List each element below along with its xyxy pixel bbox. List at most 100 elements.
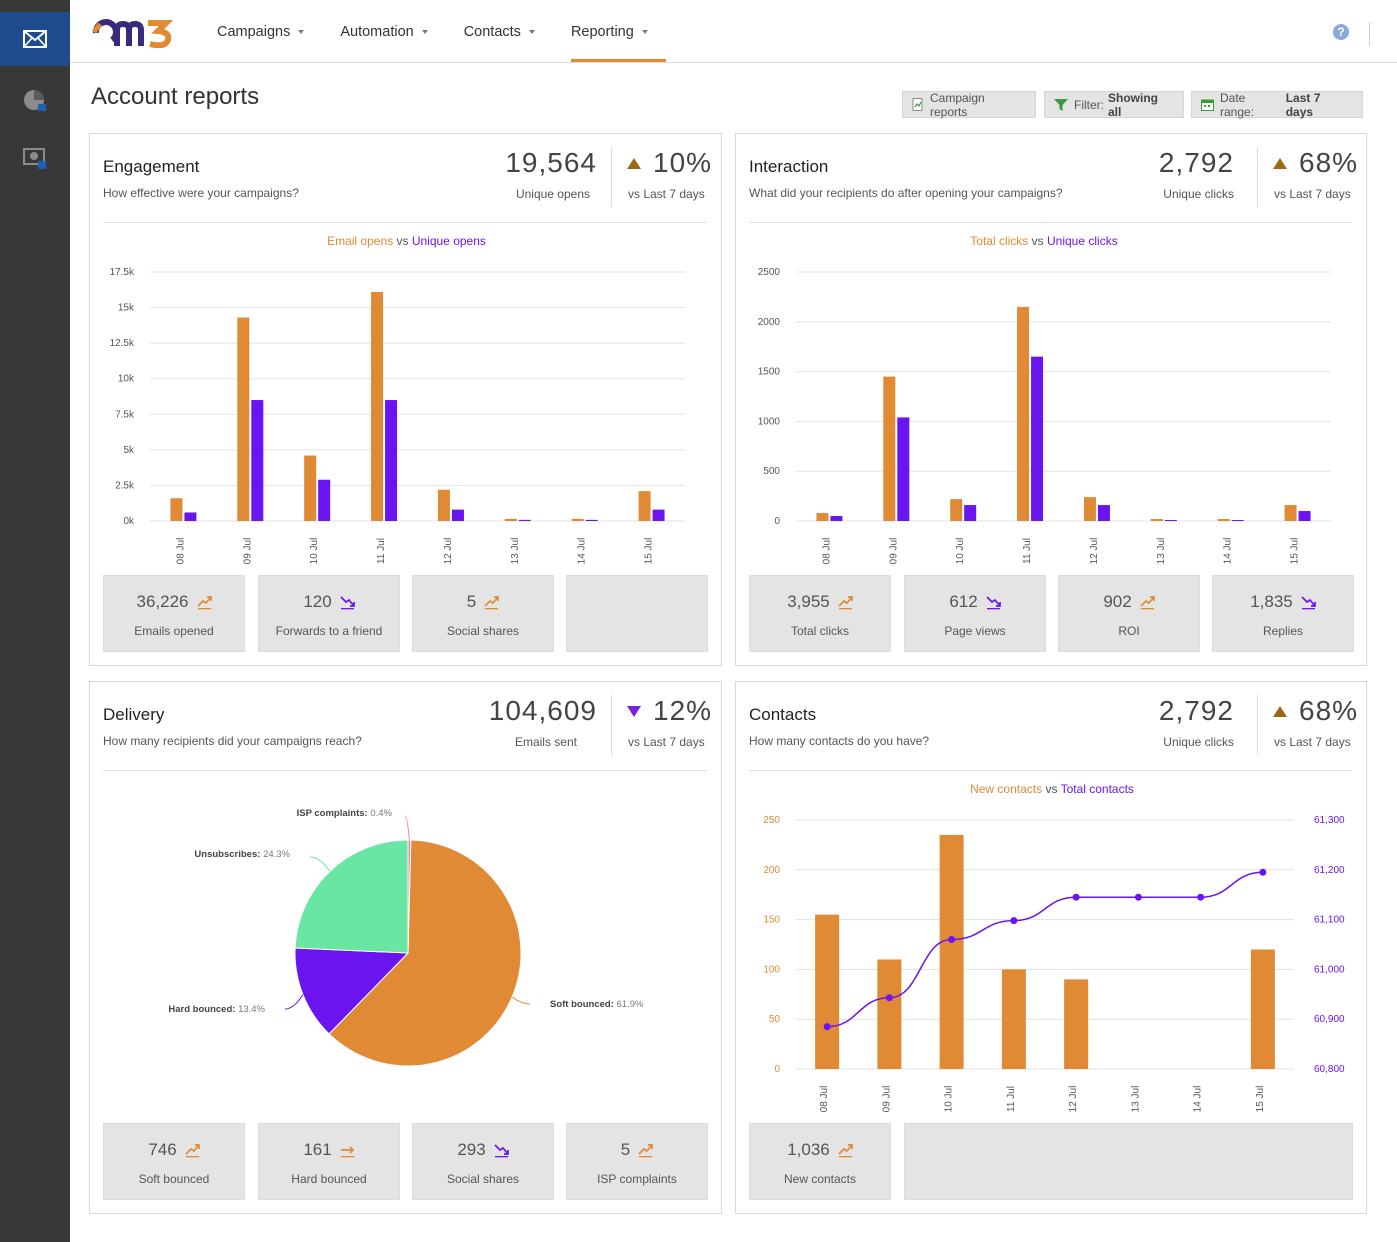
date-range-label: Date range: [1220,90,1255,119]
triangle-up-icon [1273,705,1287,717]
bar [1097,505,1110,521]
unique-clicks-value: 2,792 [1158,147,1234,178]
filter-label: Filter: [1074,97,1104,112]
logo-icon [92,19,174,49]
y-tick-label: 1000 [758,416,781,427]
x-tick-label: 14 Jul [577,538,588,565]
filter-button[interactable]: Filter: Showing all [1044,91,1184,119]
x-tick-label: 12 Jul [443,538,454,565]
panel-separator [749,770,1352,771]
stat-card[interactable]: 5 Social shares [412,575,554,652]
x-tick-label: 13 Jul [1130,1086,1141,1113]
nav-contacts[interactable]: Contacts [464,0,553,63]
engagement-change: 10% [627,147,712,179]
stat-card[interactable]: 1,036 New contacts [749,1123,891,1200]
pie-leader-line [511,996,531,1005]
nav-reporting[interactable]: Reporting [570,0,666,63]
stat-card[interactable]: 36,226 Emails opened [103,575,245,652]
panel-subtitle: What did your recipients do after openin… [749,186,1063,200]
x-tick-label: 10 Jul [944,1086,955,1113]
date-range-button[interactable]: Date range: Last 7 days [1191,90,1363,119]
stat-card[interactable]: 120 Forwards to a friend [258,575,400,652]
bar [1164,520,1177,521]
trend-up-icon [838,1142,853,1158]
x-tick-label: 12 Jul [1068,1086,1079,1113]
pie-label-value: 0.4% [370,808,392,819]
sidebar-item-email[interactable] [0,12,70,66]
chart-legend: Total clicks vs Unique clicks [736,234,1352,248]
x-tick-label: 08 Jul [821,538,832,565]
y-tick-label: 250 [763,815,780,826]
legend-vs: vs [1045,782,1058,796]
pie-slice [294,947,410,1035]
caret-down-icon [641,29,648,34]
stat-label: ISP complaints [597,1172,677,1186]
emails-sent-label: Emails sent [514,735,577,749]
panel-title: Contacts [749,705,817,724]
panel-subtitle: How effective were your campaigns? [103,186,299,200]
unique-clicks-label: Unique clicks [1163,187,1234,201]
pie-label-value: 13.4% [238,1004,265,1015]
pie-label-name: Soft bounced: [550,999,617,1010]
stat-card[interactable]: 612 Page views [904,575,1046,652]
y-tick-label: 15k [118,303,135,314]
nav-automation[interactable]: Automation [340,0,445,63]
stat-card[interactable]: 3,955 Total clicks [749,575,891,652]
interaction-bar-chart: 0 500 1000 1500 2000 2500 08 Jul 09 Jul 10 Jul 11… [758,267,1331,565]
panel-separator [749,222,1352,223]
nav-contacts-label: Contacts [463,23,521,40]
bar [1064,979,1089,1069]
stat-card[interactable]: 746 Soft bounced [103,1123,245,1200]
stat-card[interactable]: 161 Hard bounced [258,1123,400,1200]
stat-card[interactable]: 1,835 Replies [1212,575,1354,652]
y2-tick-label: 61,100 [1314,915,1345,926]
caret-down-icon [421,29,428,34]
x-tick-label: 10 Jul [309,538,320,565]
stat-value: 120 [303,592,332,611]
topbar-divider [1369,22,1370,46]
help-icon[interactable]: ? [1333,24,1349,40]
nav-campaigns[interactable]: Campaigns [217,0,322,63]
stat-card[interactable]: 293 Social shares [412,1123,554,1200]
om3-logo[interactable] [92,18,176,53]
pie-label-value: 24.3% [263,849,290,860]
panel-subtitle: How many recipients did your campaigns r… [103,734,362,748]
pie-label-value: 61.9% [617,999,644,1010]
stat-value: 5 [466,592,477,611]
stat-label: Social shares [446,624,520,638]
x-tick-label: 13 Jul [510,538,521,565]
x-tick-label: 08 Jul [175,538,186,565]
legend-total-clicks: Total clicks [970,234,1029,248]
main-nav: Campaigns Automation Contacts Reporting [217,0,684,63]
stat-label: Page views [944,624,1006,638]
stat-value: 902 [1103,592,1132,611]
pie-label: Hard bounced: 13.4% [168,1004,265,1015]
y-tick-label: 7.5k [115,409,135,420]
document-chart-icon [912,98,924,111]
trend-up-icon [638,1142,654,1158]
x-tick-label: 09 Jul [888,538,899,565]
stat-card[interactable]: 902 ROI [1058,575,1200,652]
stat-card[interactable]: 5 ISP complaints [566,1123,708,1200]
trend-flat-icon [340,1142,355,1158]
y-tick-label: 0 [774,516,780,527]
contacts-combo-chart: 0 50 100 150 200 250 08 Jul 09 Jul 10 Jul 11 Jul 1… [763,815,1345,1113]
caret-down-icon [528,29,535,34]
y-tick-label: 200 [763,865,780,876]
campaign-reports-button[interactable]: Campaign reports [902,91,1036,119]
sidebar-item-reports[interactable] [0,72,70,128]
pie-leader-line [284,994,304,1010]
line-point [1072,893,1080,901]
line-point [823,1023,831,1031]
panel-subtitle: How many contacts do you have? [749,734,930,748]
stat-label: Replies [1262,624,1304,638]
x-tick-label: 11 Jul [1006,1086,1017,1112]
x-tick-label: 13 Jul [1156,538,1167,565]
bar [816,513,829,521]
pie-leader-line [404,815,410,841]
emails-sent-value: 104,609 [488,695,597,726]
y-tick-label: 100 [763,964,780,975]
legend-unique-clicks: Unique clicks [1047,234,1118,248]
sidebar-item-campaign-reports[interactable] [0,130,70,186]
stat-value: 746 [148,1140,177,1159]
